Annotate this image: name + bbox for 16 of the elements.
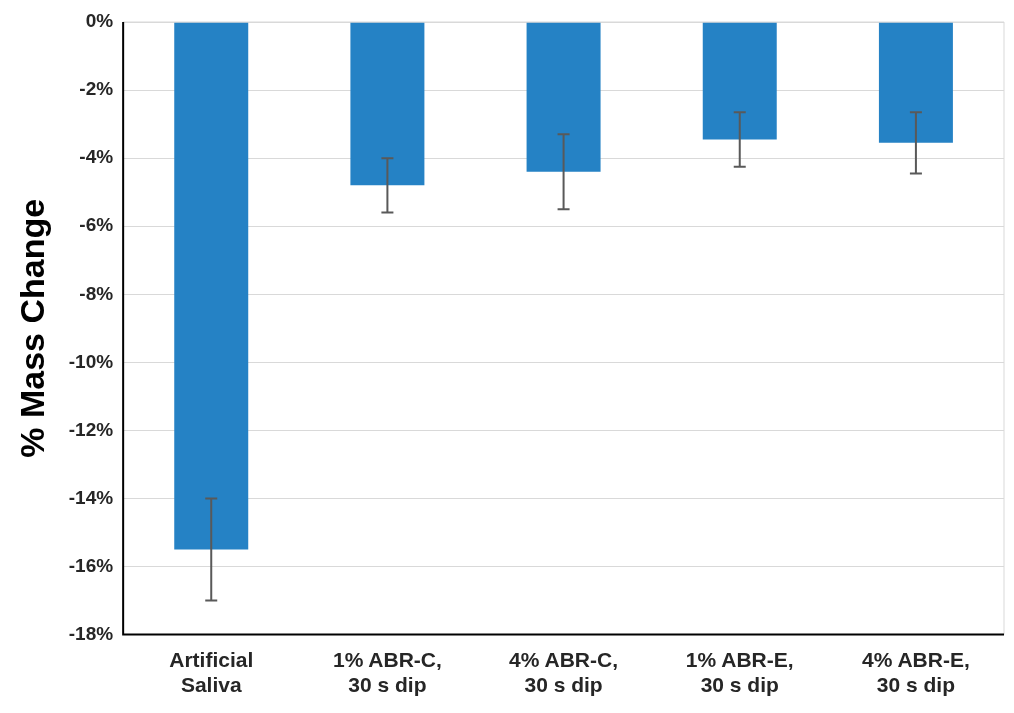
x-tick-label: 1% ABR-C, 30 s dip [332,648,442,697]
y-tick-label: -10% [68,350,114,372]
y-tick-label: -6% [79,214,114,236]
x-tick-label: 4% ABR-E, 30 s dip [862,648,970,697]
y-tick-label: -18% [68,622,114,644]
y-tick-label: -14% [68,486,114,508]
y-tick-label: -12% [68,418,114,440]
y-tick-label: -2% [79,78,114,100]
x-tick-label: 4% ABR-C, 30 s dip [509,648,619,697]
x-tick-label: 1% ABR-E, 30 s dip [685,648,794,697]
y-tick-label: -4% [79,146,114,168]
y-tick-label: -8% [79,282,114,304]
y-axis-title: % Mass Change [12,198,51,458]
x-tick-label: Artificial Saliva [169,648,254,697]
y-tick-label: 0% [85,10,114,32]
y-tick-label: -16% [68,554,114,576]
